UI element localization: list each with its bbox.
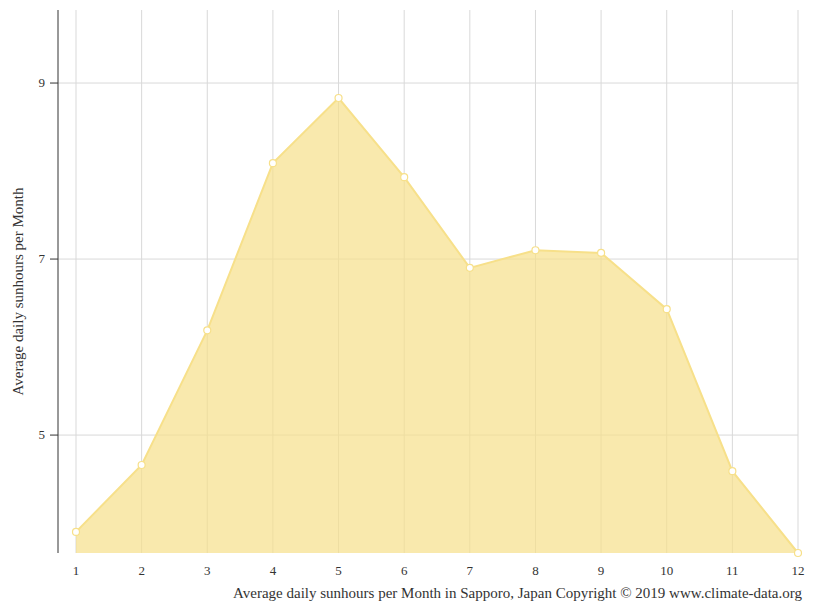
- marker: [663, 306, 670, 313]
- x-tick-label: 8: [532, 563, 539, 578]
- y-tick: [50, 435, 58, 436]
- x-tick-label: 4: [270, 563, 277, 578]
- y-axis-label: Average daily sunhours per Month: [10, 187, 26, 396]
- marker: [729, 468, 736, 475]
- y-axis-line: [58, 10, 59, 553]
- grid: [58, 10, 798, 553]
- marker: [73, 528, 80, 535]
- marker: [204, 327, 211, 334]
- marker: [138, 461, 145, 468]
- x-tick-label: 11: [726, 563, 739, 578]
- marker: [401, 174, 408, 181]
- marker: [466, 264, 473, 271]
- marker: [795, 550, 802, 557]
- area: [76, 98, 798, 553]
- x-axis-label: Average daily sunhours per Month in Sapp…: [233, 585, 802, 601]
- x-grid-line: [76, 10, 77, 553]
- x-tick-label: 10: [660, 563, 673, 578]
- x-grid-line: [798, 10, 799, 553]
- marker: [335, 95, 342, 102]
- x-tick-label: 5: [335, 563, 342, 578]
- x-tick-label: 12: [792, 563, 805, 578]
- x-tick-label: 1: [73, 563, 80, 578]
- chart: 123456789101112579Average daily sunhours…: [0, 0, 815, 611]
- y-tick-label: 9: [39, 75, 46, 90]
- y-tick-label: 5: [39, 427, 46, 442]
- marker: [269, 160, 276, 167]
- y-grid-line: [58, 83, 798, 84]
- plot-area: [73, 95, 802, 557]
- x-tick-label: 7: [467, 563, 474, 578]
- x-tick-label: 3: [204, 563, 211, 578]
- x-tick-label: 6: [401, 563, 408, 578]
- y-tick: [50, 259, 58, 260]
- x-tick-label: 2: [138, 563, 145, 578]
- line: [76, 98, 798, 553]
- marker: [598, 249, 605, 256]
- marker: [532, 247, 539, 254]
- y-tick: [50, 83, 58, 84]
- y-tick-label: 7: [39, 251, 46, 266]
- x-tick-label: 9: [598, 563, 605, 578]
